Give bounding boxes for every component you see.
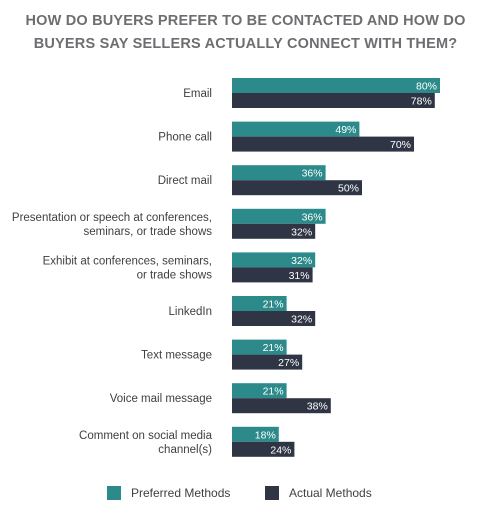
value-label-actual: 32%: [291, 226, 312, 238]
category-label: Voice mail message: [110, 393, 212, 405]
bar-preferred: [232, 252, 316, 268]
legend-swatch-actual: [265, 486, 279, 500]
value-label-actual: 31%: [289, 270, 310, 282]
bar-preferred: [232, 339, 287, 355]
category-label: Email: [183, 88, 212, 100]
bar-actual: [232, 354, 303, 370]
value-label-actual: 70%: [390, 139, 411, 151]
bar-actual: [232, 267, 313, 283]
legend-swatch-preferred: [107, 486, 121, 500]
bar-preferred: [232, 383, 287, 399]
legend-label-actual: Actual Methods: [289, 486, 372, 500]
bar-preferred: [232, 208, 326, 224]
value-label-preferred: 21%: [263, 299, 284, 311]
bar-preferred: [232, 121, 360, 137]
value-label-actual: 32%: [291, 314, 312, 326]
category-label: Exhibit at conferences, seminars, or trad…: [43, 255, 213, 281]
bar-actual: [232, 136, 414, 152]
legend-label-preferred: Preferred Methods: [131, 486, 231, 500]
bar-actual: [232, 398, 331, 414]
chart-title-line-2: BUYERS SAY SELLERS ACTUALLY CONNECT WITH…: [33, 36, 458, 52]
value-label-preferred: 32%: [291, 255, 312, 267]
bar-preferred: [232, 296, 287, 311]
category-label: LinkedIn: [169, 306, 212, 318]
value-label-preferred: 80%: [416, 81, 437, 93]
category-label: Text message: [141, 350, 212, 362]
value-label-actual: 27%: [278, 357, 299, 369]
category-label: Direct mail: [158, 175, 212, 187]
value-label-preferred: 21%: [263, 386, 284, 398]
bar-actual: [232, 311, 316, 326]
category-label: Phone call: [158, 132, 212, 144]
bar-preferred: [232, 426, 279, 442]
legend: Preferred Methods Actual Methods: [0, 486, 491, 502]
bar-actual: [232, 441, 295, 457]
bar-actual: [232, 223, 316, 239]
value-label-actual: 24%: [270, 444, 291, 456]
chart-title-line-1: HOW DO BUYERS PREFER TO BE CONTACTED AND…: [25, 13, 466, 29]
value-label-preferred: 36%: [302, 211, 323, 223]
value-label-preferred: 18%: [255, 429, 276, 441]
bar-preferred: [232, 165, 326, 181]
value-label-preferred: 49%: [335, 124, 356, 136]
chart-title: HOW DO BUYERS PREFER TO BE CONTACTED AND…: [0, 10, 491, 56]
bar-actual: [232, 180, 362, 196]
bar-preferred: [232, 78, 440, 93]
value-label-actual: 50%: [338, 183, 359, 195]
value-label-actual: 38%: [307, 401, 328, 413]
value-label-actual: 78%: [411, 96, 432, 108]
legend-item-preferred: Preferred Methods: [107, 486, 230, 500]
category-label: Presentation or speech at conferences, se…: [12, 212, 212, 238]
bar-actual: [232, 93, 435, 108]
category-label: Comment on social media channel(s): [79, 430, 213, 456]
value-label-preferred: 21%: [263, 342, 284, 354]
value-label-preferred: 36%: [302, 168, 323, 180]
legend-item-actual: Actual Methods: [265, 486, 372, 500]
